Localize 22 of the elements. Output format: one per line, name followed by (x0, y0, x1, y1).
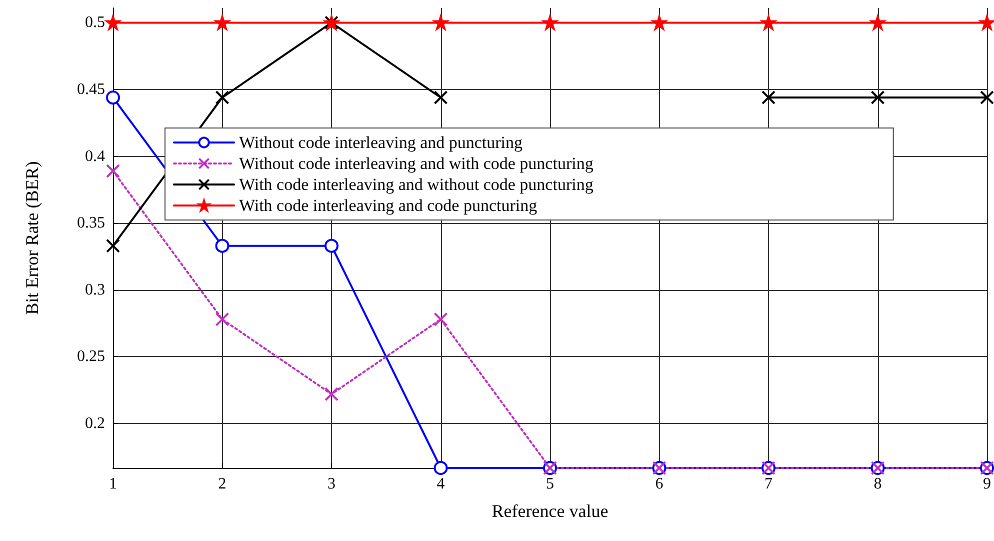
x-tick-label: 4 (436, 476, 445, 492)
x-tick-label: 2 (218, 476, 226, 492)
y-tick-label: 0.45 (77, 81, 105, 98)
x-tick-label: 8 (874, 476, 882, 492)
y-tick-label: 0.5 (85, 14, 105, 32)
legend-label: With code interleaving and code puncturing (239, 196, 538, 215)
x-tick-label: 1 (109, 476, 117, 492)
x-tick-label: 5 (546, 476, 554, 492)
x-tick-label: 7 (764, 476, 772, 492)
x-tick-label: 3 (328, 476, 336, 492)
legend-label: Without code interleaving and with code puncturing (239, 154, 594, 173)
x-axis-title: Reference value (492, 501, 608, 521)
x-tick-label: 9 (983, 476, 991, 492)
y-tick-label: 0.3 (85, 281, 105, 298)
y-tick-label: 0.35 (77, 214, 105, 232)
y-tick-label: 0.4 (85, 148, 105, 165)
legend-label: With code interleaving and without code puncturing (239, 175, 594, 194)
y-tick-label: 0.2 (85, 415, 105, 432)
y-tick-label: 0.25 (77, 348, 105, 366)
legend-label: Without code interleaving and puncturing (239, 133, 524, 152)
y-axis-title: Bit Error Rate (BER) (22, 161, 42, 315)
x-tick-label: 6 (655, 476, 664, 492)
